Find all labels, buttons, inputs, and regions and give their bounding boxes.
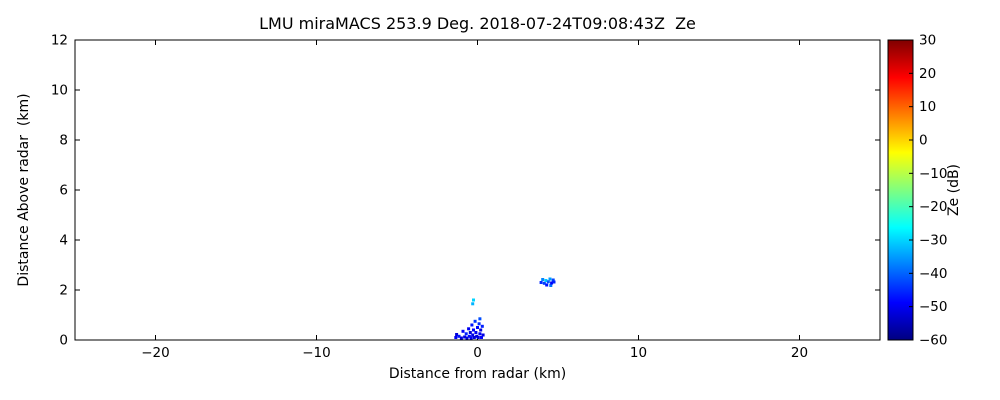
svg-text:−50: −50: [919, 299, 948, 315]
colorbar-ticks: 30 20 10 0 −10 −20 −30 −40 −50 −60: [909, 33, 948, 349]
svg-text:10: 10: [919, 99, 936, 115]
x-axis-label: Distance from radar (km): [389, 366, 566, 382]
chart-title: LMU miraMACS 253.9 Deg. 2018-07-24T09:08…: [259, 14, 696, 33]
svg-text:−10: −10: [919, 166, 948, 182]
svg-text:12: 12: [51, 33, 68, 49]
colorbar: [887, 39, 914, 341]
svg-text:10: 10: [630, 345, 647, 361]
data-points: [454, 277, 556, 340]
svg-text:30: 30: [919, 33, 936, 49]
y-axis-label: Distance Above radar (km): [16, 93, 32, 286]
svg-text:2: 2: [59, 283, 68, 299]
svg-text:−60: −60: [919, 333, 948, 349]
svg-text:6: 6: [59, 183, 68, 199]
svg-text:−40: −40: [919, 266, 948, 282]
x-ticks: −20 −10 0 10 20: [141, 40, 808, 361]
svg-text:20: 20: [919, 66, 936, 82]
svg-text:−20: −20: [141, 345, 170, 361]
colorbar-label: Ze (dB): [946, 164, 962, 216]
svg-text:−30: −30: [919, 233, 948, 249]
svg-text:8: 8: [59, 133, 68, 149]
svg-text:10: 10: [51, 83, 68, 99]
svg-text:20: 20: [791, 345, 808, 361]
svg-text:0: 0: [473, 345, 482, 361]
plot-area: [74, 39, 881, 341]
svg-text:0: 0: [919, 133, 928, 149]
svg-text:−10: −10: [302, 345, 331, 361]
svg-text:0: 0: [59, 333, 68, 349]
svg-text:−20: −20: [919, 199, 948, 215]
svg-text:4: 4: [59, 233, 68, 249]
y-ticks: 0 2 4 6 8 10 12: [51, 33, 880, 349]
